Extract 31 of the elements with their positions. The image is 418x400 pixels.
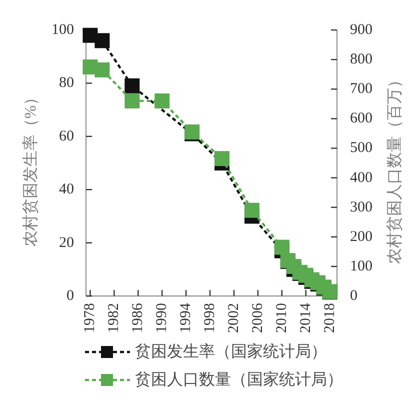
y2-tick-label: 600 [350, 110, 372, 127]
ylabel: 农村贫困发生率（%） [22, 89, 40, 247]
x-tick-label: 1986 [130, 303, 146, 333]
y-tick-label: 0 [66, 288, 74, 304]
y2label: 农村贫困人口数量（百万） [386, 72, 404, 264]
x-tick-label: 1982 [106, 303, 122, 333]
y-tick-label: 80 [59, 75, 74, 92]
y2-tick-label: 400 [350, 170, 372, 186]
x-tick-label: 2018 [322, 303, 338, 333]
y-tick-label: 20 [59, 234, 74, 251]
legend-label: 贫困人口数量（国家统计局） [135, 372, 343, 388]
y2-tick-label: 0 [350, 288, 358, 304]
y-tick-label: 40 [59, 182, 74, 198]
x-tick-label: 1994 [178, 303, 194, 333]
y2-tick-label: 100 [350, 258, 372, 274]
y2-tick-label: 800 [350, 52, 372, 68]
x-tick-label: 2006 [250, 303, 266, 333]
y2-tick-label: 300 [350, 199, 372, 216]
y2-tick-label: 500 [350, 140, 372, 156]
x-tick-label: 1990 [154, 303, 170, 333]
x-tick-label: 1978 [82, 303, 98, 333]
legend-label: 贫困发生率（国家统计局） [135, 344, 327, 360]
x-tick-label: 2010 [274, 303, 290, 333]
y-tick-label: 100 [52, 22, 74, 38]
x-tick-label: 1998 [202, 303, 218, 333]
x-tick-label: 2014 [298, 303, 314, 333]
y2-tick-label: 900 [350, 22, 372, 38]
y2-tick-label: 200 [350, 228, 372, 245]
x-tick-label: 2002 [226, 303, 242, 333]
y-tick-label: 60 [59, 128, 74, 144]
y2-tick-label: 700 [350, 81, 372, 98]
